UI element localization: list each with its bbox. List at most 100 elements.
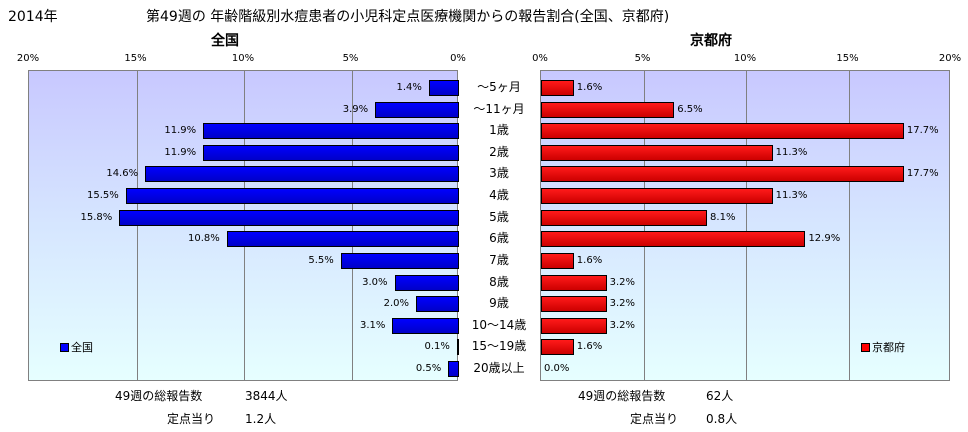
kyoto-value-label: 1.6% bbox=[576, 341, 603, 353]
national-bar bbox=[428, 80, 459, 96]
kyoto-value-label: 11.3% bbox=[775, 146, 808, 158]
age-category-label: 8歳 bbox=[489, 274, 509, 289]
national-value-label: 15.5% bbox=[86, 190, 119, 202]
age-category-label: ～11ヶ月 bbox=[473, 101, 525, 116]
kyoto-per-site-label: 定点当り bbox=[630, 412, 679, 426]
kyoto-tick-label: 20% bbox=[938, 53, 962, 64]
kyoto-bar bbox=[541, 296, 607, 313]
national-bar bbox=[448, 361, 459, 378]
national-bar bbox=[456, 339, 459, 356]
kyoto-tick-label: 10% bbox=[733, 53, 757, 64]
age-category-label: 2歳 bbox=[489, 144, 509, 159]
kyoto-bar bbox=[541, 274, 607, 291]
age-category-label: 9歳 bbox=[489, 296, 509, 311]
kyoto-value-label: 3.2% bbox=[609, 298, 635, 310]
age-category-label: 10～14歳 bbox=[471, 317, 527, 332]
kyoto-gridline bbox=[848, 71, 850, 380]
national-value-label: 11.9% bbox=[164, 146, 197, 158]
national-value-label: 0.5% bbox=[415, 363, 442, 375]
national-bar bbox=[203, 144, 459, 161]
kyoto-bar bbox=[541, 339, 574, 356]
kyoto-tick-label: 5% bbox=[634, 53, 651, 64]
kyoto-tick-label: 0% bbox=[532, 53, 548, 64]
age-category-label: 20歳以上 bbox=[473, 361, 525, 376]
national-tick-label: 5% bbox=[342, 53, 359, 64]
kyoto-bar bbox=[541, 144, 773, 161]
national-value-label: 3.1% bbox=[359, 319, 386, 331]
kyoto-value-label: 3.2% bbox=[609, 319, 635, 331]
kyoto-bar bbox=[541, 252, 574, 269]
kyoto-value-label: 12.9% bbox=[808, 233, 841, 245]
national-value-label: 5.5% bbox=[308, 254, 334, 266]
national-legend: 全国 bbox=[60, 339, 93, 355]
national-bar bbox=[145, 166, 459, 183]
national-value-label: 14.6% bbox=[106, 168, 139, 180]
kyoto-value-label: 0.0% bbox=[544, 363, 570, 375]
kyoto-bar bbox=[541, 209, 708, 226]
national-value-label: 10.8% bbox=[188, 233, 220, 245]
national-value-label: 0.1% bbox=[424, 341, 450, 353]
national-total-reports-label: 49週の総報告数 bbox=[115, 389, 203, 403]
national-value-label: 2.0% bbox=[383, 298, 409, 310]
kyoto-value-label: 8.1% bbox=[710, 211, 736, 223]
kyoto-total-reports-label: 49週の総報告数 bbox=[578, 389, 666, 403]
national-value-label: 1.4% bbox=[396, 82, 422, 93]
national-value-label: 15.8% bbox=[80, 211, 113, 223]
national-value-label: 3.0% bbox=[362, 276, 388, 288]
age-category-label: 5歳 bbox=[489, 209, 509, 224]
kyoto-bar bbox=[541, 166, 904, 183]
age-category-label: 1歳 bbox=[489, 123, 509, 138]
title-year: 2014年 bbox=[8, 9, 58, 25]
age-category-label: 7歳 bbox=[489, 252, 509, 267]
kyoto-panel-title: 京都府 bbox=[690, 33, 732, 49]
national-value-label: 11.9% bbox=[164, 125, 197, 137]
national-legend-swatch bbox=[60, 342, 69, 352]
national-plot-area: 全国 1.4% 3.9% 11.9% 11.9% 14.6% 15.5% 15.8% 10.8… bbox=[28, 70, 459, 381]
kyoto-value-label: 17.7% bbox=[906, 125, 939, 137]
age-category-label: ～5ヶ月 bbox=[477, 80, 521, 94]
national-tick-label: 10% bbox=[231, 53, 255, 64]
kyoto-legend-label: 京都府 bbox=[872, 341, 905, 354]
national-bar bbox=[125, 188, 459, 205]
national-value-label: 3.9% bbox=[342, 103, 369, 115]
kyoto-value-label: 11.3% bbox=[775, 190, 808, 202]
national-bar bbox=[203, 123, 459, 140]
national-bar bbox=[392, 317, 459, 334]
national-bar bbox=[416, 296, 459, 313]
title-text: 第49週の 年齢階級別水痘患者の小児科定点医療機関からの報告割合(全国、京都府) bbox=[146, 9, 670, 25]
national-per-site-value: 1.2人 bbox=[245, 412, 277, 426]
national-bar bbox=[375, 101, 459, 118]
kyoto-per-site-value: 0.8人 bbox=[706, 412, 738, 426]
national-tick-label: 15% bbox=[124, 53, 147, 64]
kyoto-bar bbox=[541, 101, 675, 118]
age-category-label: 4歳 bbox=[489, 188, 509, 203]
kyoto-gridline bbox=[746, 71, 747, 380]
kyoto-value-label: 1.6% bbox=[576, 82, 603, 93]
kyoto-value-label: 3.2% bbox=[609, 276, 635, 288]
age-category-label: 15～19歳 bbox=[471, 339, 527, 354]
national-legend-label: 全国 bbox=[71, 341, 93, 354]
kyoto-bar bbox=[541, 188, 773, 205]
kyoto-bar bbox=[541, 80, 574, 96]
kyoto-tick-label: 15% bbox=[836, 53, 859, 64]
age-category-label: 6歳 bbox=[489, 231, 509, 246]
kyoto-legend: 京都府 bbox=[861, 339, 905, 355]
national-bar bbox=[226, 231, 459, 248]
kyoto-bar bbox=[541, 231, 806, 248]
kyoto-plot-area: 京都府 1.6% 6.5% 17.7% 11.3% 17.7% 11.3% 8.1% 12.9… bbox=[540, 70, 950, 381]
national-tick-label: 20% bbox=[16, 53, 40, 64]
kyoto-legend-swatch bbox=[861, 342, 870, 352]
kyoto-value-label: 6.5% bbox=[677, 103, 703, 115]
national-bar bbox=[394, 274, 459, 291]
kyoto-bar bbox=[541, 317, 607, 334]
age-category-label: 3歳 bbox=[489, 166, 509, 181]
national-bar bbox=[340, 252, 459, 269]
kyoto-value-label: 17.7% bbox=[906, 168, 939, 180]
national-panel-title: 全国 bbox=[211, 33, 239, 49]
kyoto-value-label: 1.6% bbox=[576, 254, 603, 266]
national-per-site-label: 定点当り bbox=[167, 412, 216, 426]
national-bar bbox=[119, 209, 459, 226]
kyoto-total-reports-value: 62人 bbox=[706, 389, 734, 403]
national-tick-label: 0% bbox=[450, 53, 466, 64]
kyoto-bar bbox=[541, 123, 904, 140]
